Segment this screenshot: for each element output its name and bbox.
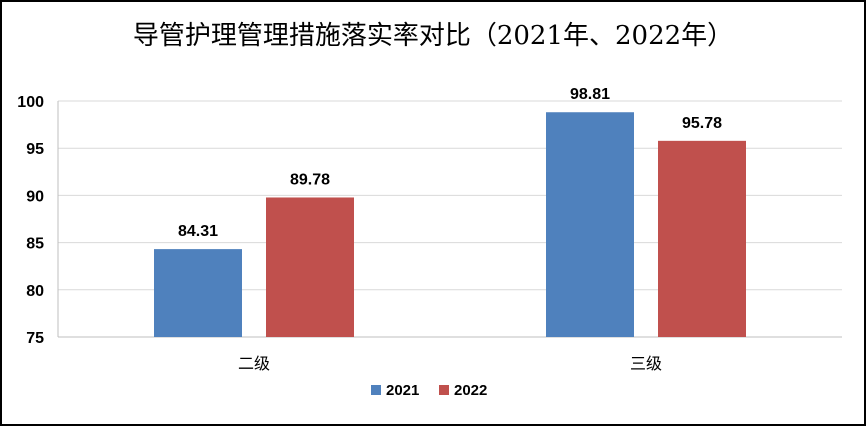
bar-2021-1 <box>546 112 634 337</box>
data-labels: 84.31 89.78 98.81 95.78 <box>178 86 722 240</box>
y-tick-label: 100 <box>17 94 44 111</box>
legend-swatch <box>439 385 449 395</box>
bar-2022-0 <box>266 197 354 337</box>
category-label: 二级 <box>238 354 270 373</box>
legend-label: 2021 <box>386 382 419 399</box>
bars <box>154 112 746 337</box>
y-tick-label: 75 <box>26 330 44 347</box>
legend: 2021 2022 <box>371 382 487 399</box>
legend-swatch <box>371 385 381 395</box>
chart-title: 导管护理管理措施落实率对比（2021年、2022年） <box>133 21 733 51</box>
data-label: 95.78 <box>682 115 722 132</box>
legend-label: 2022 <box>454 382 487 399</box>
category-labels: 二级 三级 <box>238 354 662 373</box>
y-tick-label: 80 <box>26 283 44 300</box>
data-label: 89.78 <box>290 171 330 188</box>
y-tick-labels: 75 80 85 90 95 100 <box>17 94 44 347</box>
y-tick-label: 85 <box>26 236 44 253</box>
data-label: 98.81 <box>570 86 610 103</box>
data-label: 84.31 <box>178 223 218 240</box>
bar-2022-1 <box>658 140 746 337</box>
category-label: 三级 <box>630 354 662 373</box>
y-tick-label: 95 <box>26 141 44 158</box>
y-tick-label: 90 <box>26 188 44 205</box>
bar-2021-0 <box>154 249 242 337</box>
